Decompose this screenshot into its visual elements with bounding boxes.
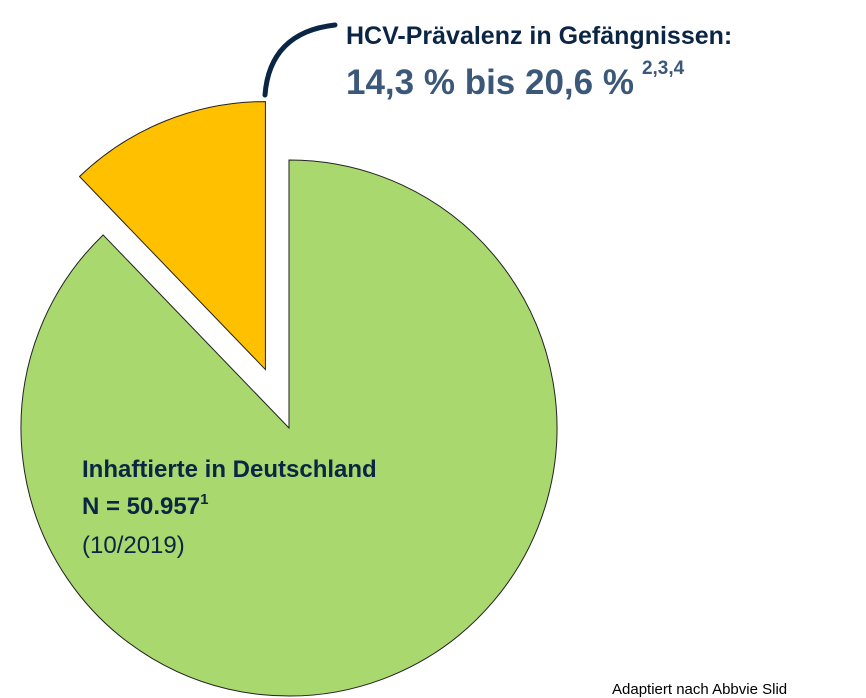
- range: 14,3 % bis 20,6 %: [346, 63, 634, 102]
- label-date: (10/2019): [82, 532, 185, 559]
- refs: 2,3,4: [642, 58, 685, 79]
- count: N = 50.957: [82, 493, 200, 520]
- pie-slice: [20, 159, 558, 697]
- count-ref: 1: [200, 491, 208, 508]
- pie-slice: [78, 101, 266, 371]
- callout-line: [262, 22, 338, 98]
- pie: [20, 101, 558, 697]
- annotation-heading: HCV-Prävalenz in Gefängnissen:: [346, 22, 732, 50]
- annotation-range: 14,3 % bis 20,6 % 2,3,4: [346, 58, 685, 102]
- label-count: N = 50.9571: [82, 491, 208, 520]
- source: Adaptiert nach Abbvie Slid: [612, 681, 787, 698]
- label-title: Inhaftierte in Deutschland: [82, 456, 377, 483]
